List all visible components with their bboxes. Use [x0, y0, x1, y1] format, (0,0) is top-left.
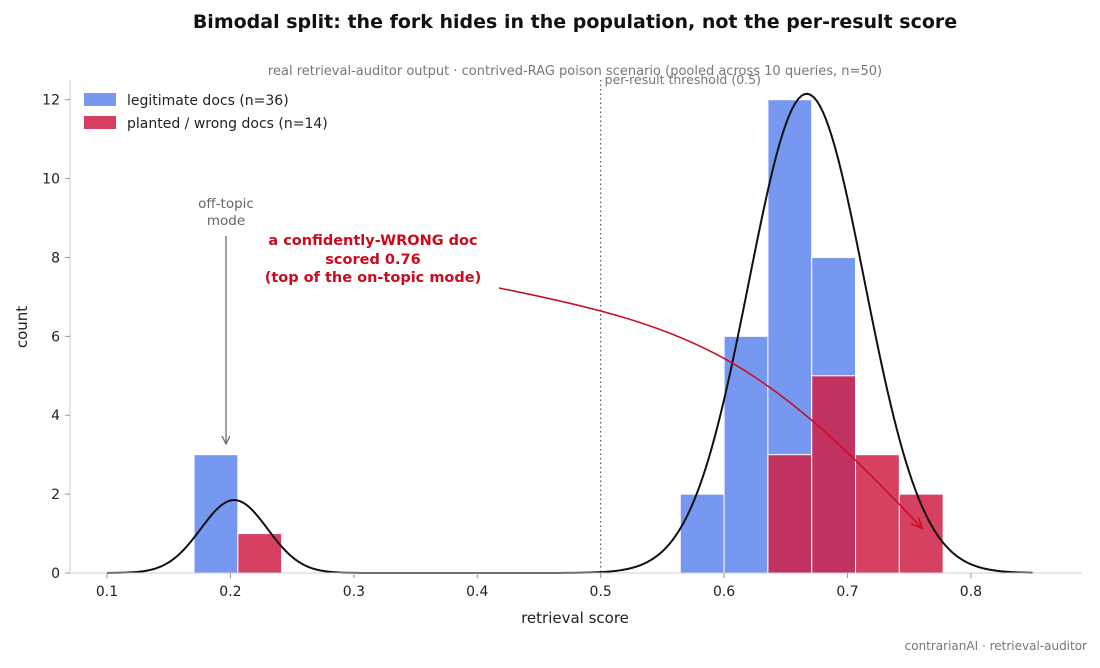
wrong-doc-annotation: a confidently-WRONG doc scored 0.76 (top… — [265, 233, 922, 528]
y-tick-label: 12 — [42, 93, 60, 109]
y-tick-label: 8 — [51, 250, 60, 266]
wrong-doc-arrow — [498, 287, 922, 528]
x-tick-label: 0.3 — [343, 584, 365, 600]
bar-legitimate — [679, 493, 725, 574]
off-topic-label-line1: off-topic — [198, 196, 254, 212]
wrong-doc-label-line3: (top of the on-topic mode) — [265, 270, 482, 286]
bar-planted — [811, 375, 857, 574]
y-tick-label: 4 — [51, 408, 60, 424]
legend: legitimate docs (n=36) planted / wrong d… — [84, 93, 328, 132]
bar-planted — [237, 533, 283, 574]
axes-layer: 0.1 0.2 0.3 0.4 0.5 0.6 0.7 0.8 0 2 4 6 8 10 12 — [42, 80, 1082, 600]
x-tick-label: 0.7 — [836, 584, 858, 600]
off-topic-annotation: off-topic mode — [198, 196, 254, 443]
legend-swatch-planted — [84, 116, 116, 129]
threshold-label: per-result threshold (0.5) — [605, 72, 761, 87]
legend-label-planted: planted / wrong docs (n=14) — [127, 116, 328, 132]
bar-planted — [855, 454, 900, 574]
legend-label-legitimate: legitimate docs (n=36) — [127, 93, 289, 109]
bar-legitimate — [723, 335, 769, 574]
y-tick-label: 6 — [51, 329, 60, 345]
y-tick-label: 2 — [51, 487, 60, 503]
x-tick-label: 0.4 — [466, 584, 488, 600]
x-tick-label: 0.6 — [713, 584, 735, 600]
x-axis-label: retrieval score — [521, 609, 629, 627]
y-axis-label: count — [13, 306, 31, 348]
off-topic-label-line2: mode — [207, 213, 245, 229]
x-tick-label: 0.1 — [96, 584, 118, 600]
wrong-doc-label-line1: a confidently-WRONG doc — [268, 233, 477, 249]
chart-subtitle: real retrieval-auditor output · contrive… — [268, 64, 882, 79]
x-tick-label: 0.5 — [590, 584, 612, 600]
wrong-doc-label-line2: scored 0.76 — [325, 252, 420, 268]
watermark: contrarianAI · retrieval-auditor — [905, 639, 1087, 653]
bar-legitimate — [193, 454, 239, 574]
x-tick-label: 0.8 — [960, 584, 982, 600]
legend-swatch-legitimate — [84, 93, 116, 106]
chart-title: Bimodal split: the fork hides in the pop… — [193, 11, 957, 33]
x-tick-label: 0.2 — [219, 584, 241, 600]
y-tick-label: 0 — [51, 566, 60, 582]
bars-layer — [193, 99, 944, 574]
y-tick-label: 10 — [42, 172, 60, 188]
bar-planted — [767, 454, 813, 574]
